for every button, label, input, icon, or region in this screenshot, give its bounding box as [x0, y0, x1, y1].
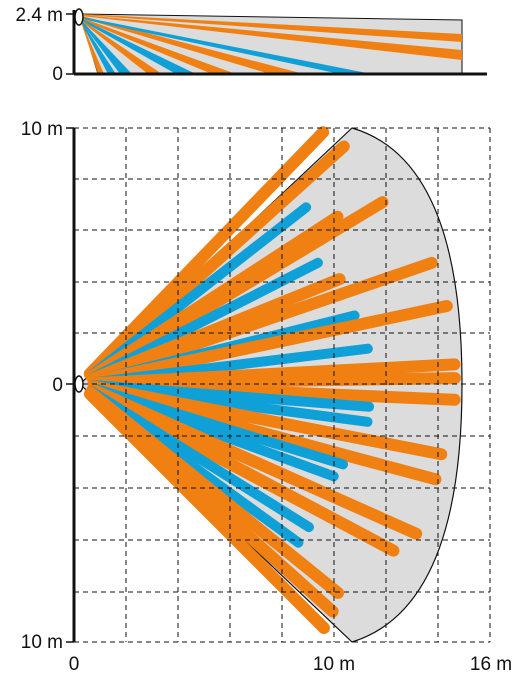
top-sensor-icon	[74, 375, 84, 393]
side-beam-blue	[82, 21, 132, 74]
top-view: 10 m 0 10 m 0 10 m 16 m	[21, 119, 512, 675]
side-view: 2.4 m 0	[15, 5, 487, 85]
y-bottom-label: 10 m	[21, 632, 63, 653]
side-beam-blue	[82, 17, 372, 74]
grid	[74, 127, 491, 643]
side-beam-blue	[82, 19, 196, 74]
beam-group	[83, 126, 461, 634]
y-top-label: 10 m	[21, 119, 63, 140]
side-beam-blue	[82, 22, 116, 74]
side-height-label: 2.4 m	[15, 5, 63, 26]
side-beam-orange	[82, 18, 236, 74]
x-label-10m: 10 m	[313, 654, 355, 675]
orange-beam	[83, 387, 330, 634]
side-beam-orange	[82, 23, 104, 74]
orange-beam	[87, 300, 453, 388]
side-sensor-icon	[74, 8, 84, 26]
side-zero-label: 0	[52, 64, 63, 85]
side-beam-orange	[82, 14, 462, 42]
y-mid-label: 0	[52, 375, 63, 396]
x-label-16m: 16 m	[470, 654, 512, 675]
side-beam-orange	[82, 20, 162, 74]
side-beam-orange	[82, 15, 462, 60]
x-label-0: 0	[69, 654, 80, 675]
